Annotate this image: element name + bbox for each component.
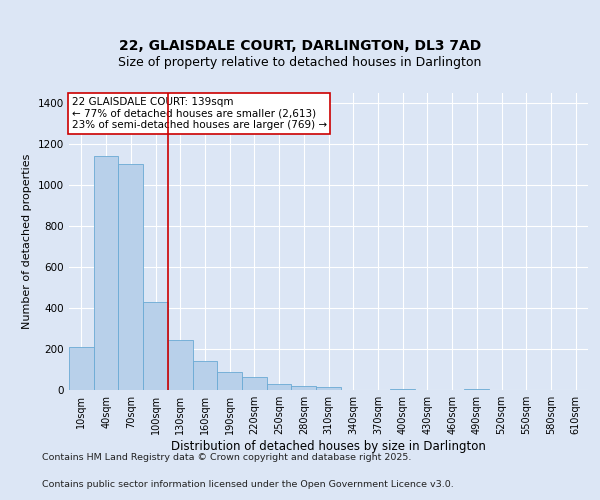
Bar: [143, 302, 168, 390]
Bar: [390, 389, 415, 390]
Bar: [316, 387, 341, 390]
Text: 22 GLAISDALE COURT: 139sqm
← 77% of detached houses are smaller (2,613)
23% of s: 22 GLAISDALE COURT: 139sqm ← 77% of deta…: [71, 97, 327, 130]
X-axis label: Distribution of detached houses by size in Darlington: Distribution of detached houses by size …: [171, 440, 486, 453]
Bar: [267, 384, 292, 390]
Bar: [69, 347, 94, 390]
Bar: [242, 376, 267, 390]
Text: 22, GLAISDALE COURT, DARLINGTON, DL3 7AD: 22, GLAISDALE COURT, DARLINGTON, DL3 7AD: [119, 38, 481, 52]
Bar: [217, 372, 242, 390]
Bar: [464, 389, 489, 390]
Bar: [94, 156, 118, 390]
Text: Size of property relative to detached houses in Darlington: Size of property relative to detached ho…: [118, 56, 482, 69]
Text: Contains public sector information licensed under the Open Government Licence v3: Contains public sector information licen…: [42, 480, 454, 489]
Y-axis label: Number of detached properties: Number of detached properties: [22, 154, 32, 329]
Bar: [168, 340, 193, 390]
Bar: [193, 362, 217, 390]
Text: Contains HM Land Registry data © Crown copyright and database right 2025.: Contains HM Land Registry data © Crown c…: [42, 454, 412, 462]
Bar: [292, 386, 316, 390]
Bar: [118, 164, 143, 390]
